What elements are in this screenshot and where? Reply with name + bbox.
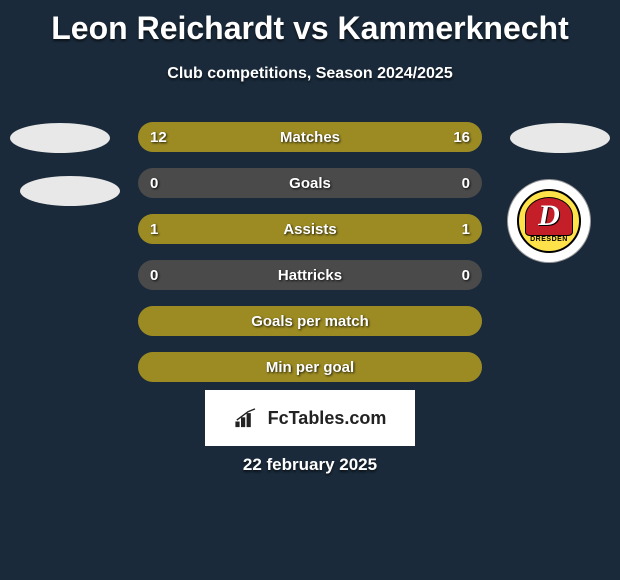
stat-label: Assists: [138, 214, 482, 244]
stat-label: Matches: [138, 122, 482, 152]
date-label: 22 february 2025: [0, 455, 620, 475]
stat-label: Goals: [138, 168, 482, 198]
stat-value-left: 0: [150, 168, 158, 198]
crest-letter: D: [519, 199, 579, 233]
stat-label: Min per goal: [138, 352, 482, 382]
stat-rows-container: Matches1216Goals00Assists11Hattricks00Go…: [138, 122, 482, 398]
crest-band-text: DRESDEN: [530, 236, 568, 243]
stat-label: Goals per match: [138, 306, 482, 336]
right-player-plaque-1: [510, 123, 610, 153]
stat-value-left: 1: [150, 214, 158, 244]
crest-band: DRESDEN: [519, 233, 579, 245]
crest-outer-ring: D DRESDEN: [517, 189, 581, 253]
page-title: Leon Reichardt vs Kammerknecht: [0, 0, 620, 47]
stat-row: Goals0 0: [138, 168, 482, 198]
source-card: FcTables.com: [205, 390, 415, 446]
right-club-crest: D DRESDEN: [508, 180, 590, 262]
stat-row: Assists1 1: [138, 214, 482, 244]
fctables-icon: [234, 407, 262, 429]
stat-value-left: 12: [150, 122, 167, 152]
left-player-plaque-1: [10, 123, 110, 153]
stat-value-right: 0: [462, 168, 470, 198]
source-label: FcTables.com: [268, 408, 387, 429]
stat-value-right: 16: [453, 122, 470, 152]
stat-value-left: 0: [150, 260, 158, 290]
stat-row: Min per goal: [138, 352, 482, 382]
stat-row: Hattricks0 0: [138, 260, 482, 290]
stat-value-right: 1: [462, 214, 470, 244]
stat-row: Goals per match: [138, 306, 482, 336]
stat-row: Matches12 16: [138, 122, 482, 152]
stat-value-right: 0: [462, 260, 470, 290]
left-player-plaque-2: [20, 176, 120, 206]
stat-label: Hattricks: [138, 260, 482, 290]
subtitle: Club competitions, Season 2024/2025: [0, 65, 620, 83]
